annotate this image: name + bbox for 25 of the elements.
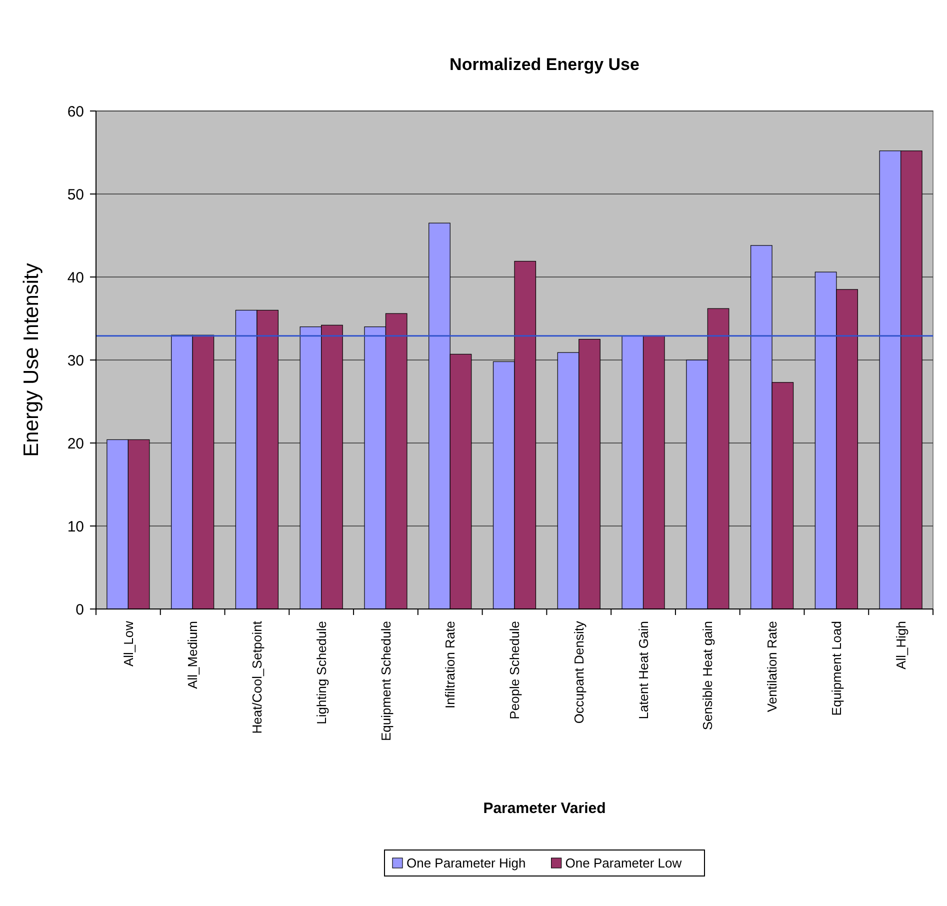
y-tick-label: 50 [67, 186, 84, 204]
x-tick-label: All_Low [120, 620, 136, 667]
y-tick-label: 60 [67, 103, 84, 120]
y-tick-label: 30 [67, 352, 84, 370]
x-tick-label: Sensible Heat gain [700, 621, 716, 730]
legend-label: One Parameter High [406, 856, 526, 871]
x-tick-label: People Schedule [507, 621, 522, 720]
x-tick-label: Equipment Load [828, 621, 844, 716]
y-axis-title: Energy Use Intensity [20, 262, 43, 457]
x-tick-label: Infiltration Rate [442, 621, 458, 708]
x-tick-label: Heat/Cool_Setpoint [250, 620, 265, 734]
y-tick-label: 20 [67, 435, 84, 452]
x-tick-label: Lighting Schedule [314, 621, 329, 724]
x-axis-title: Parameter Varied [483, 800, 606, 817]
x-tick-label: Equipment Schedule [378, 621, 394, 741]
y-tick-label: 10 [67, 518, 84, 536]
chart-title: Normalized Energy Use [450, 55, 640, 74]
x-tick-label: All_Medium [185, 621, 200, 689]
x-tick-label: Occupant Density [571, 620, 586, 724]
legend-label: One Parameter Low [565, 856, 682, 871]
y-tick-label: 0 [76, 601, 84, 618]
y-tick-label: 40 [67, 269, 84, 286]
x-tick-label: Ventilation Rate [764, 621, 780, 712]
x-tick-label: All_High [893, 621, 908, 670]
x-tick-label: Latent Heat Gain [636, 621, 651, 720]
